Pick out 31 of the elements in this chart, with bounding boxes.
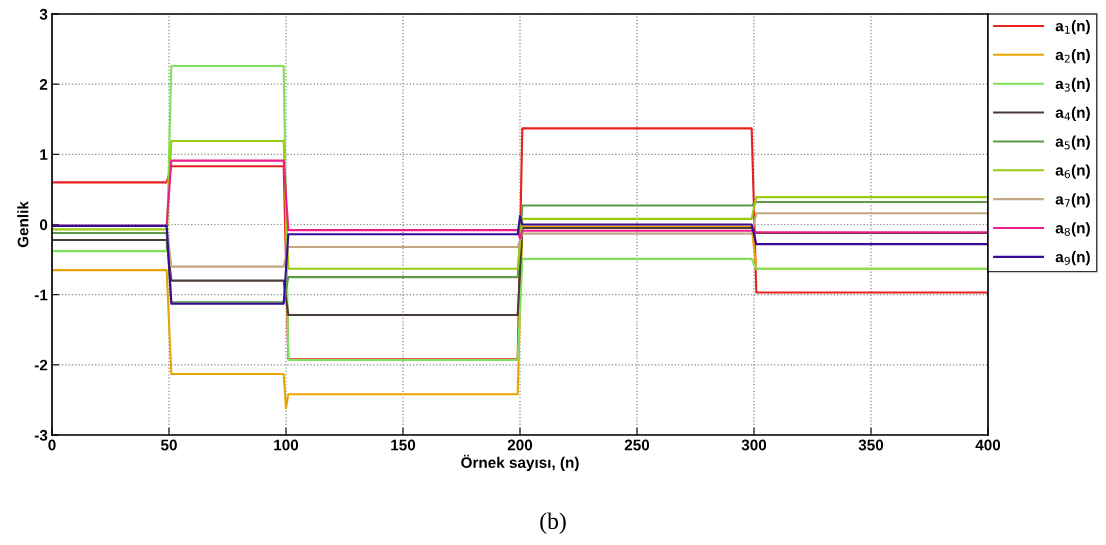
legend-label: a$_{6}$(n): [1055, 164, 1090, 179]
x-tick-label: 300: [741, 439, 767, 451]
y-tick-label: 1: [40, 149, 48, 160]
text: (b): [540, 512, 566, 534]
x-tick-label: 100: [274, 439, 299, 451]
legend-label: a$_{9}$(n): [1055, 251, 1090, 266]
y-tick-label: -2: [34, 359, 48, 371]
y-tick-label: -3: [34, 429, 48, 441]
x-tick-label: 350: [858, 439, 884, 451]
x-tick-label: 400: [975, 439, 1001, 451]
x-tick-label: 250: [624, 439, 650, 451]
line-series: [52, 226, 988, 317]
legend-label: a$_{4}$(n): [1055, 106, 1090, 121]
legend-label: a$_{1}$(n): [1055, 20, 1090, 35]
legend-label: a$_{7}$(n): [1055, 193, 1090, 208]
x-tick-label: 0: [48, 439, 56, 451]
y-tick-label: 3: [39, 8, 48, 20]
x-tick-label: 50: [160, 439, 177, 451]
y-tick-label: 2: [39, 79, 48, 90]
x-axis-title: Örnek sayısı, (n): [461, 454, 579, 472]
x-tick-label: 150: [391, 439, 416, 451]
y-tick-label: 0: [39, 219, 48, 231]
legend-label: a$_{8}$(n): [1055, 222, 1090, 237]
y-axis-title: Genlik: [17, 201, 29, 248]
line-series: [52, 139, 988, 270]
x-tick-label: 200: [507, 439, 533, 451]
line-series: [52, 64, 988, 361]
legend-label: a$_{3}$(n): [1055, 77, 1090, 93]
legend-label: a$_{2}$(n): [1055, 48, 1090, 64]
y-tick-label: -1: [34, 289, 48, 301]
legend-label: a$_{5}$(n): [1055, 135, 1090, 150]
